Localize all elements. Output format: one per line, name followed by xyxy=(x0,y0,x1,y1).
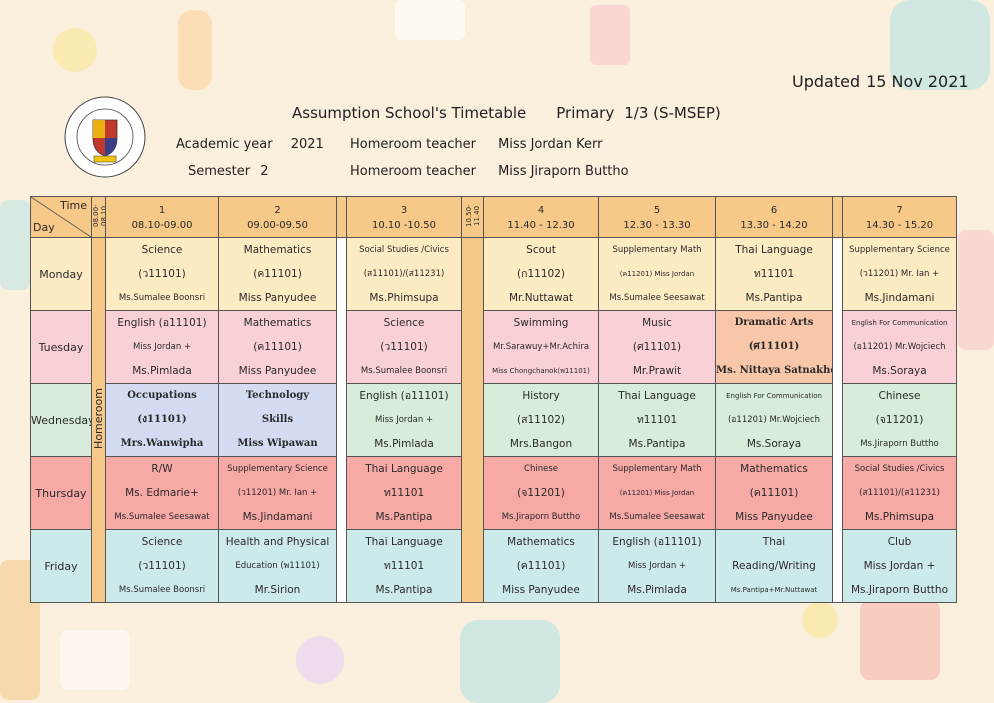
lunch-time-header: 10.50-11.40 xyxy=(461,196,484,238)
period-6-header: 6 13.30 - 14.20 xyxy=(715,196,833,238)
row-wednesday: Wednesday Occupations (ง11101) Mrs.Wanwiph… xyxy=(30,383,957,457)
timetable: Time Day 08.00-08.10 1 08.10-09.00 2 09.00… xyxy=(30,196,957,603)
homeroom-time-header: 08.00-08.10 xyxy=(91,196,106,238)
cell-monday-p4: Scout (ก11102) Mr.Nuttawat xyxy=(483,237,599,311)
period-2-header: 2 09.00-09.50 xyxy=(218,196,337,238)
cell-wednesday-p3: English (อ11101) Miss Jordan + Ms.Pimlada xyxy=(346,383,462,457)
academic-year-value: 2021 xyxy=(290,137,324,152)
homeroom-teacher-1: Homeroom teacher Miss Jordan Kerr xyxy=(350,137,602,152)
cell-thursday-p1: R/W Ms. Edmarie+ Ms.Sumalee Seesawat xyxy=(105,456,219,530)
school-title: Assumption School's Timetable xyxy=(292,104,527,122)
cell-tuesday-p1: English (อ11101) Miss Jordan + Ms.Pimlada xyxy=(105,310,219,384)
homeroom-teacher-name-2: Miss Jiraporn Buttho xyxy=(498,164,629,179)
homeroom-teacher-label-2: Homeroom teacher xyxy=(350,164,476,179)
day-friday: Friday xyxy=(30,529,92,603)
cell-monday-p5: Supplementary Math (ค11201) Miss Jordan Ms… xyxy=(598,237,716,311)
homeroom-teacher-label-1: Homeroom teacher xyxy=(350,137,476,152)
break-1-header xyxy=(336,196,347,238)
break-1-column xyxy=(336,237,347,603)
period-3-header: 3 10.10 -10.50 xyxy=(346,196,462,238)
cell-wednesday-p2: Technology Skills Miss Wipawan xyxy=(218,383,337,457)
day-tuesday: Tuesday xyxy=(30,310,92,384)
row-tuesday: Tuesday English (อ11101) Miss Jordan + Ms.… xyxy=(30,310,957,384)
cell-tuesday-p7: English For Communication (อ11201) Mr.Woj… xyxy=(842,310,957,384)
cell-friday-p3: Thai Language ท11101 Ms.Pantipa xyxy=(346,529,462,603)
cell-friday-p5: English (อ11101) Miss Jordan + Ms.Pimlada xyxy=(598,529,716,603)
cell-monday-p7: Supplementary Science (ว11201) Mr. Ian + M… xyxy=(842,237,957,311)
homeroom-teacher-name-1: Miss Jordan Kerr xyxy=(498,137,603,152)
period-5-header: 5 12.30 - 13.30 xyxy=(598,196,716,238)
cell-thursday-p5: Supplementary Math (ค11201) Miss Jordan Ms… xyxy=(598,456,716,530)
updated-date: Updated 15 Nov 2021 xyxy=(792,72,969,91)
break-2-header xyxy=(832,196,843,238)
homeroom-teacher-2: Homeroom teacher Miss Jiraporn Buttho xyxy=(350,164,629,179)
time-day-corner: Time Day xyxy=(30,196,92,238)
day-label: Day xyxy=(33,221,55,234)
period-7-header: 7 14.30 - 15.20 xyxy=(842,196,957,238)
row-thursday: Thursday R/W Ms. Edmarie+ Ms.Sumalee Seesa… xyxy=(30,456,957,530)
page-title: Assumption School's Timetable Primary 1/3 … xyxy=(292,104,721,122)
cell-tuesday-p3: Science (ว11101) Ms.Sumalee Boonsri xyxy=(346,310,462,384)
cell-wednesday-p5: Thai Language ท11101 Ms.Pantipa xyxy=(598,383,716,457)
row-friday: Friday Science (ว11101) Ms.Sumalee Boonsri… xyxy=(30,529,957,603)
row-monday: Monday Homeroom Science (ว11101) Ms.Sumale… xyxy=(30,237,957,603)
cell-friday-p1: Science (ว11101) Ms.Sumalee Boonsri xyxy=(105,529,219,603)
cell-wednesday-p4: History (ส11102) Mrs.Bangon xyxy=(483,383,599,457)
semester-value: 2 xyxy=(260,164,269,179)
cell-tuesday-p5: Music (ศ11101) Mr.Prawit xyxy=(598,310,716,384)
homeroom-column: Homeroom xyxy=(91,237,106,603)
cell-monday-p2: Mathematics (ค11101) Miss Panyudee xyxy=(218,237,337,311)
cell-friday-p2: Health and Physical Education (พ11101) Mr.… xyxy=(218,529,337,603)
break-2-column xyxy=(832,237,843,603)
cell-monday-p3: Social Studies /Civics (ส11101)/(ส11231) M… xyxy=(346,237,462,311)
cell-monday-p6: Thai Language ท11101 Ms.Pantipa xyxy=(715,237,833,311)
academic-year-label: Academic year xyxy=(176,137,273,152)
cell-tuesday-p2: Mathematics (ค11101) Miss Panyudee xyxy=(218,310,337,384)
academic-year: Academic year 2021 xyxy=(176,137,324,152)
time-label: Time xyxy=(60,199,87,212)
cell-friday-p4: Mathematics (ค11101) Miss Panyudee xyxy=(483,529,599,603)
cell-wednesday-p6: English For Communication (อ11201) Mr.Woj… xyxy=(715,383,833,457)
cell-tuesday-p4: Swimming Mr.Sarawuy+Mr.Achira Miss Chongch… xyxy=(483,310,599,384)
cell-thursday-p7: Social Studies /Civics (ส11101)/(ส11231) M… xyxy=(842,456,957,530)
cell-monday-p1: Science (ว11101) Ms.Sumalee Boonsri xyxy=(105,237,219,311)
day-wednesday: Wednesday xyxy=(30,383,92,457)
period-1-header: 1 08.10-09.00 xyxy=(105,196,219,238)
cell-wednesday-p7: Chinese (จ11201) Ms.Jiraporn Buttho xyxy=(842,383,957,457)
cell-thursday-p3: Thai Language ท11101 Ms.Pantipa xyxy=(346,456,462,530)
day-monday: Monday xyxy=(30,237,92,311)
school-logo xyxy=(60,96,150,178)
cell-wednesday-p1: Occupations (ง11101) Mrs.Wanwipha xyxy=(105,383,219,457)
cell-thursday-p4: Chinese (จ11201) Ms.Jiraporn Buttho xyxy=(483,456,599,530)
cell-thursday-p6: Mathematics (ค11101) Miss Panyudee xyxy=(715,456,833,530)
day-thursday: Thursday xyxy=(30,456,92,530)
lunch-column xyxy=(461,237,484,603)
updated-value: 15 Nov 2021 xyxy=(866,72,969,91)
semester-label: Semester xyxy=(188,164,251,179)
class-label: 1/3 (S-MSEP) xyxy=(624,104,721,122)
cell-friday-p7: Club Miss Jordan + Ms.Jiraporn Buttho xyxy=(842,529,957,603)
period-4-header: 4 11.40 - 12.30 xyxy=(483,196,599,238)
level-label: Primary xyxy=(556,104,615,122)
cell-thursday-p2: Supplementary Science (ว11201) Mr. Ian + M… xyxy=(218,456,337,530)
cell-tuesday-p6: Dramatic Arts (ศ11101) Ms. Nittaya Satnakh… xyxy=(715,310,833,384)
cell-friday-p6: Thai Reading/Writing Ms.Pantipa+Mr.Nuttawa… xyxy=(715,529,833,603)
semester: Semester 2 xyxy=(188,164,269,179)
header-row: Time Day 08.00-08.10 1 08.10-09.00 2 09.00… xyxy=(30,196,957,238)
updated-label: Updated xyxy=(792,72,861,91)
